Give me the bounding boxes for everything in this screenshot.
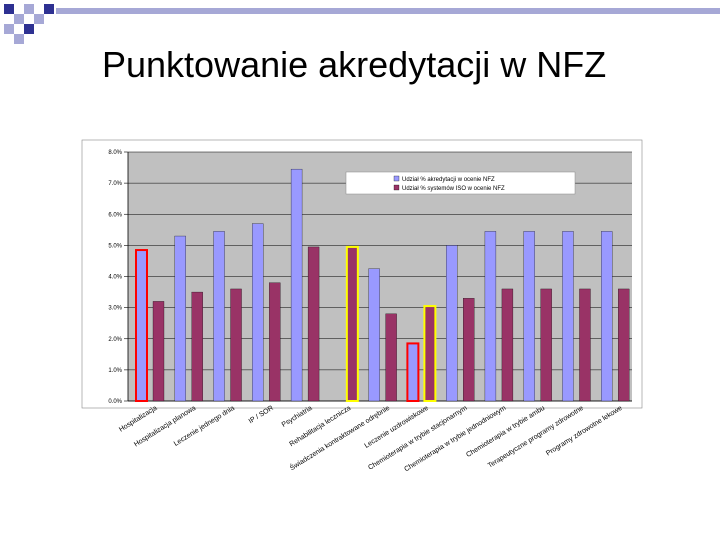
- bar-series-1: [562, 231, 574, 402]
- legend-box: [345, 171, 576, 195]
- bar-series-1: [252, 223, 264, 402]
- decoration-square: [14, 34, 24, 44]
- bar-series-1: [406, 342, 420, 403]
- bar-series-2: [540, 288, 552, 402]
- bar-series-2: [307, 246, 320, 402]
- x-tick-label: Programy zdrowotne lekowe: [545, 405, 624, 458]
- bar-series-1: [523, 231, 535, 402]
- decoration-square: [44, 4, 54, 14]
- bar-series-2: [152, 301, 165, 402]
- legend-label: Udział % systemów ISO w ocenie NFZ: [402, 186, 505, 192]
- y-tick-label: 2.0%: [108, 337, 122, 343]
- x-tick-label: Psychiatria: [281, 405, 314, 429]
- bar-series-2: [269, 282, 281, 402]
- bar-series-2: [385, 313, 397, 402]
- y-tick-label: 7.0%: [108, 181, 122, 187]
- bar-series-1: [368, 268, 380, 402]
- bar-series-2: [579, 288, 591, 402]
- legend-swatch: [393, 184, 400, 191]
- legend-swatch: [393, 175, 400, 182]
- slide-title: Punktowanie akredytacji w NFZ: [102, 44, 607, 85]
- decoration-square: [34, 14, 44, 24]
- corner-decoration: [4, 4, 720, 44]
- bar-series-1: [213, 231, 225, 402]
- bar-series-2: [423, 305, 437, 403]
- bar-series-2: [191, 291, 203, 402]
- bar-series-2: [230, 288, 242, 402]
- bar-series-1: [484, 231, 497, 402]
- y-tick-label: 0.0%: [108, 399, 122, 405]
- y-tick-label: 5.0%: [108, 243, 122, 249]
- bar-series-1: [601, 231, 613, 402]
- y-tick-label: 8.0%: [108, 150, 122, 156]
- bar-series-2: [501, 288, 514, 402]
- y-tick-label: 3.0%: [108, 306, 122, 312]
- bar-series-2: [463, 298, 475, 402]
- bar-series-2: [618, 288, 630, 402]
- bar-series-1: [135, 249, 148, 402]
- y-tick-label: 1.0%: [108, 368, 122, 374]
- decoration-square: [24, 24, 34, 34]
- bar-series-2: [345, 245, 359, 402]
- bar-series-1: [174, 235, 186, 402]
- legend-label: Udział % akredytacji w ocenie NFZ: [402, 177, 495, 183]
- decoration-square: [14, 14, 24, 24]
- decoration-square: [24, 4, 34, 14]
- bar-series-1: [446, 245, 458, 402]
- y-tick-label: 4.0%: [108, 275, 122, 281]
- decoration-square: [4, 24, 14, 34]
- x-tick-label: Leczenie uzdrowiskowe: [363, 405, 429, 450]
- bar-series-1: [290, 168, 303, 402]
- y-tick-label: 6.0%: [108, 212, 122, 218]
- decoration-square: [4, 4, 14, 14]
- decoration-bar: [56, 8, 720, 14]
